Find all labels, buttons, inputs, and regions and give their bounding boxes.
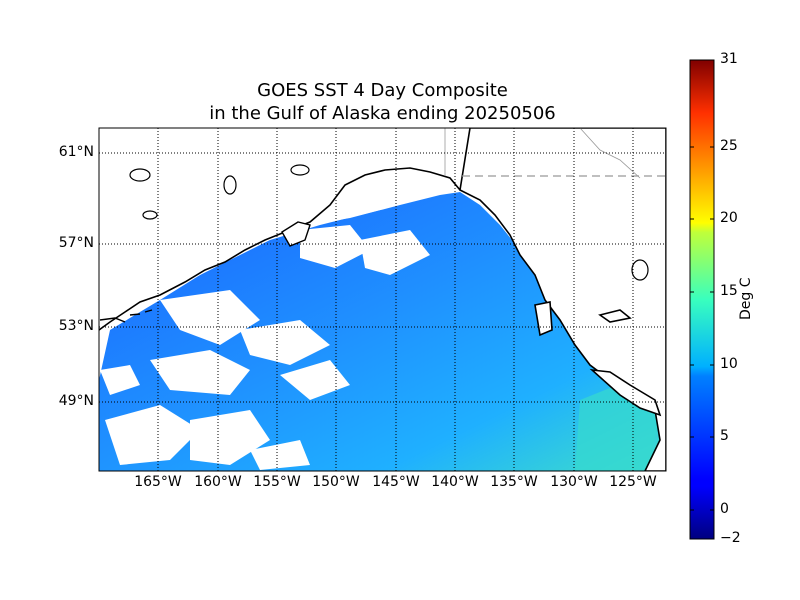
lon-label-135w: 135°W	[490, 474, 538, 490]
lon-label-160w: 160°W	[194, 474, 242, 490]
lat-label-53n: 53°N	[58, 318, 94, 334]
graticule	[99, 128, 666, 471]
lon-label-130w: 130°W	[550, 474, 598, 490]
colorbar-tick-5: 5	[720, 428, 729, 444]
map-frame	[98, 127, 667, 472]
colorbar-tick-25: 25	[720, 138, 738, 154]
colorbar	[689, 59, 715, 540]
aleutian-islands	[99, 309, 153, 323]
lon-label-155w: 155°W	[253, 474, 301, 490]
colorbar-tick-0: 0	[720, 501, 729, 517]
colorbar-tick-minus2: −2	[720, 530, 741, 546]
inland-lakes	[129, 164, 649, 281]
alaska-coastline	[99, 167, 461, 331]
colorbar-tick-10: 10	[720, 356, 738, 372]
lon-label-125w: 125°W	[609, 474, 657, 490]
colorbar-tick-31: 31	[720, 51, 738, 67]
lat-label-57n: 57°N	[58, 235, 94, 251]
map-title-line2: in the Gulf of Alaska ending 20250506	[209, 103, 556, 124]
lon-label-150w: 150°W	[312, 474, 360, 490]
colorbar-ticks	[690, 59, 714, 511]
lat-label-49n: 49°N	[58, 393, 94, 409]
lon-label-145w: 145°W	[372, 474, 420, 490]
province-border	[444, 128, 641, 179]
no-data-cloud-mask	[99, 128, 470, 470]
colorbar-label: Deg C	[738, 277, 754, 321]
land-areas	[459, 128, 666, 471]
map-title-line1: GOES SST 4 Day Composite	[257, 80, 508, 101]
colorbar-tick-20: 20	[720, 210, 738, 226]
lon-label-140w: 140°W	[431, 474, 479, 490]
colorbar-tick-15: 15	[720, 283, 738, 299]
lat-label-61n: 61°N	[58, 144, 94, 160]
lon-label-165w: 165°W	[134, 474, 182, 490]
